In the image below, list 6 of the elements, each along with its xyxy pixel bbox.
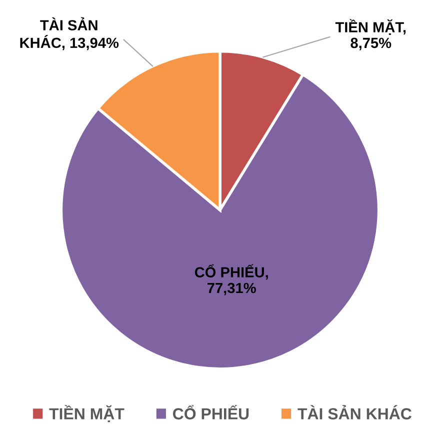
legend-label: TÀI SẢN KHÁC bbox=[298, 405, 412, 420]
data-label: CỔ PHIẾU, 77,31% bbox=[194, 264, 268, 296]
legend-label: CỔ PHIẾU bbox=[173, 405, 249, 420]
data-label: TIỀN MẶT, 8,75% bbox=[335, 19, 406, 50]
data-label: TÀI SẢN KHÁC, 13,94% bbox=[20, 17, 119, 50]
legend-label: TIỀN MẶT bbox=[49, 405, 124, 422]
